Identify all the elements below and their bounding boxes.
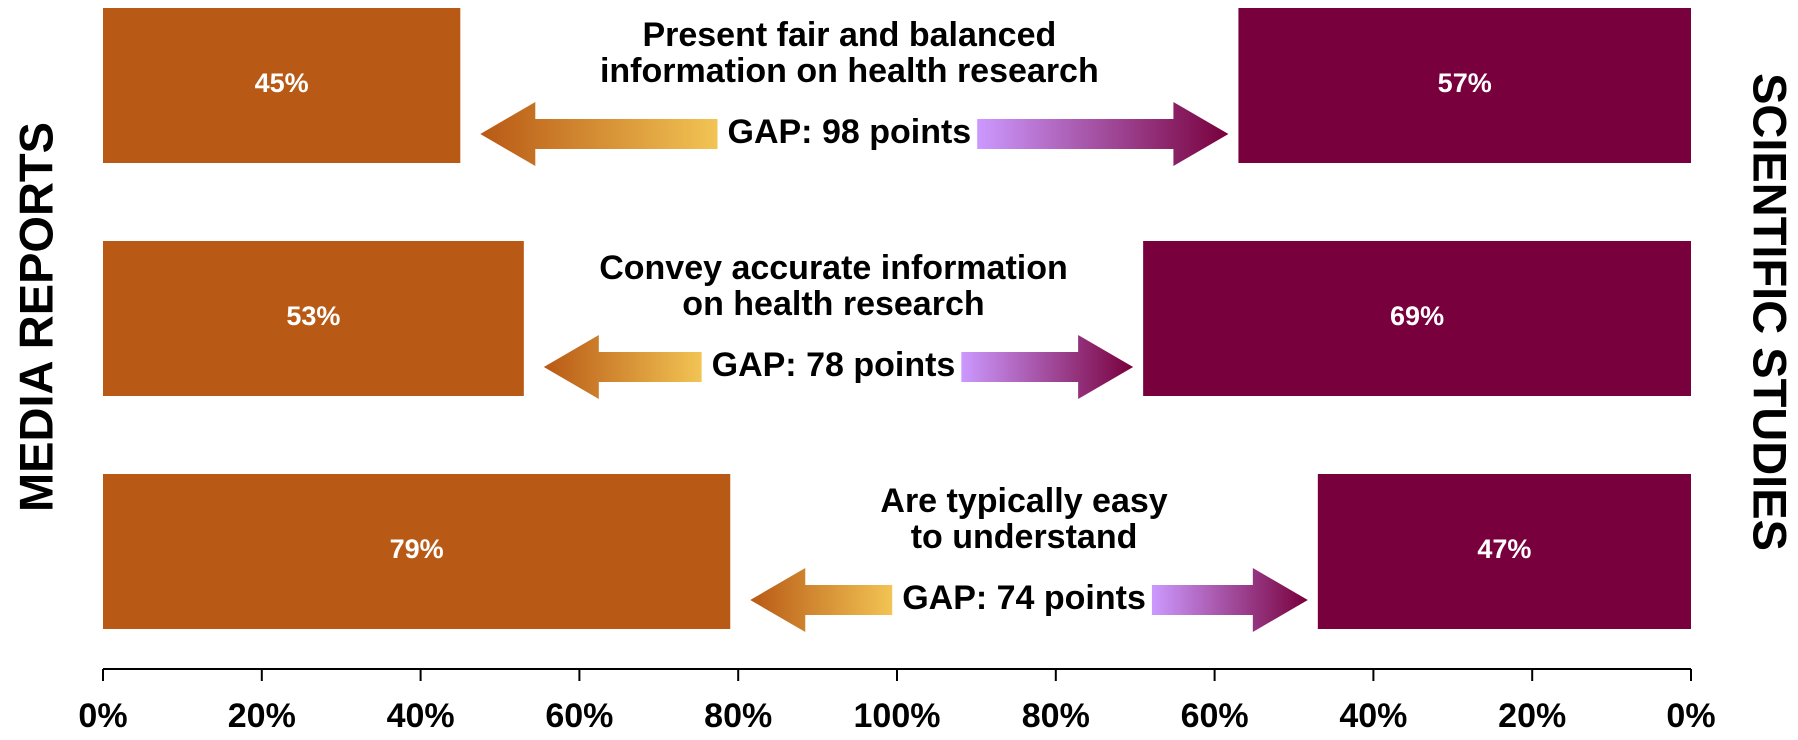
left-arrow — [480, 102, 718, 166]
bar — [1317, 474, 1691, 629]
bar — [103, 241, 524, 396]
x2-tick-label: 20% — [1498, 697, 1566, 735]
category-label: Convey accurate information — [599, 249, 1068, 287]
value-label: 47% — [1477, 534, 1531, 564]
value-label: 69% — [1390, 301, 1444, 331]
gap-label: GAP: 78 points — [712, 346, 956, 384]
value-label: 53% — [286, 301, 340, 331]
right-arrow — [1151, 568, 1308, 632]
left-arrow — [750, 568, 893, 632]
bar — [103, 474, 731, 629]
gap-label: GAP: 74 points — [902, 579, 1146, 617]
value-label: 45% — [255, 68, 309, 98]
right-arrow — [961, 335, 1134, 399]
right-axis-title: SCIENTIFIC STUDIES — [1744, 73, 1797, 551]
category-label: on health research — [682, 285, 984, 323]
value-label: 79% — [390, 534, 444, 564]
category-label: to understand — [911, 518, 1138, 556]
x-tick-label: 20% — [228, 697, 296, 735]
x-tick-label: 60% — [545, 697, 613, 735]
x2-tick-label: 40% — [1339, 697, 1407, 735]
bar — [103, 8, 461, 163]
x2-tick-label: 80% — [1022, 697, 1090, 735]
x-tick-label: 0% — [78, 697, 127, 735]
value-label: 57% — [1438, 68, 1492, 98]
bar — [1143, 241, 1691, 396]
gap-label: GAP: 98 points — [728, 113, 972, 151]
category-label: Are typically easy — [880, 482, 1167, 520]
x2-tick-label: 0% — [1666, 697, 1715, 735]
bar — [1238, 8, 1691, 163]
left-axis-title: MEDIA REPORTS — [9, 122, 62, 512]
left-arrow — [543, 335, 702, 399]
category-label: information on health research — [600, 52, 1099, 90]
x-tick-label: 80% — [704, 697, 772, 735]
x2-tick-label: 60% — [1181, 697, 1249, 735]
right-arrow — [977, 102, 1229, 166]
category-label: Present fair and balanced — [642, 16, 1056, 54]
x-tick-label: 40% — [387, 697, 455, 735]
x-tick-label: 100% — [854, 697, 941, 735]
